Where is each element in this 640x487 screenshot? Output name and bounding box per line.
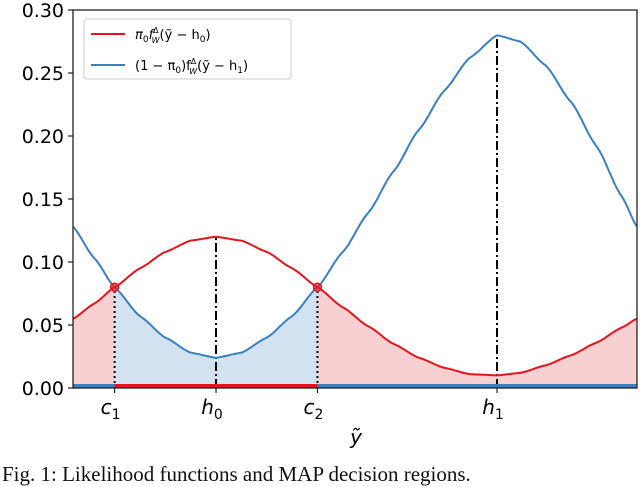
- y-tick-label: 0.20: [22, 126, 64, 148]
- red-region-fill: [317, 287, 637, 388]
- x-tick-label: c1: [101, 395, 121, 423]
- y-tick-label: 0.00: [22, 378, 64, 400]
- legend-label-red: π0fΔ W(ỹ − h0): [135, 26, 211, 45]
- x-tick-label: c2: [304, 395, 324, 423]
- y-tick-label: 0.25: [22, 63, 64, 85]
- intersection-point: [109, 282, 120, 292]
- legend-label-blue: (1 − π0)fΔ W(ỹ − h1): [135, 57, 248, 76]
- red-region-fill: [73, 287, 115, 388]
- curves: [72, 34, 638, 377]
- y-tick-label: 0.05: [22, 315, 64, 337]
- legend: π0fΔ W(ỹ − h0) (1 − π0)fΔ W(ỹ − h1): [83, 18, 292, 80]
- x-tick-label: h0: [201, 395, 223, 423]
- blue-likelihood-curve: [72, 34, 638, 359]
- red-likelihood-curve: [72, 235, 638, 377]
- intersection-point: [312, 282, 323, 292]
- y-tick-label: 0.15: [22, 189, 64, 211]
- blue-region-fill: [114, 287, 318, 388]
- x-tick-label: h1: [482, 395, 504, 423]
- y-tick-label: 0.10: [22, 252, 64, 274]
- x-axis-label: ỹ: [349, 425, 363, 449]
- region-fills: [73, 287, 637, 388]
- intersection-markers: [109, 282, 323, 292]
- figure-caption: Fig. 1: Likelihood functions and MAP dec…: [2, 462, 471, 486]
- legend-box: [83, 18, 292, 80]
- reference-lines: [113, 35, 499, 388]
- x-axis: c1 h0 c2 h1: [101, 388, 504, 423]
- y-axis: 0.00 0.05 0.10 0.15 0.20 0.25 0.30: [22, 0, 73, 400]
- y-tick-label: 0.30: [22, 0, 64, 22]
